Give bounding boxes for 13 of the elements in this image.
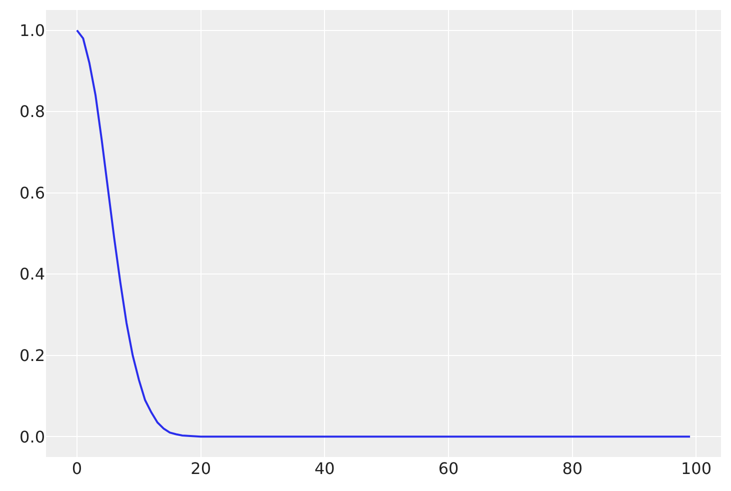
x-tick-label: 20 xyxy=(190,459,211,478)
x-tick-label: 80 xyxy=(562,459,583,478)
y-tick-label: 0.8 xyxy=(20,102,45,122)
x-tick-label: 40 xyxy=(314,459,335,478)
x-tick-label: 60 xyxy=(438,459,459,478)
y-tick-label: 0.4 xyxy=(20,264,45,284)
y-tick-label: 0.2 xyxy=(20,346,45,366)
line-series xyxy=(76,29,692,438)
x-tick-label: 0 xyxy=(72,459,82,478)
y-tick-label: 1.0 xyxy=(20,20,45,40)
x-tick-label: 100 xyxy=(680,459,712,478)
y-tick-label: 0.6 xyxy=(20,183,45,202)
y-tick-label: 0.0 xyxy=(20,427,45,446)
